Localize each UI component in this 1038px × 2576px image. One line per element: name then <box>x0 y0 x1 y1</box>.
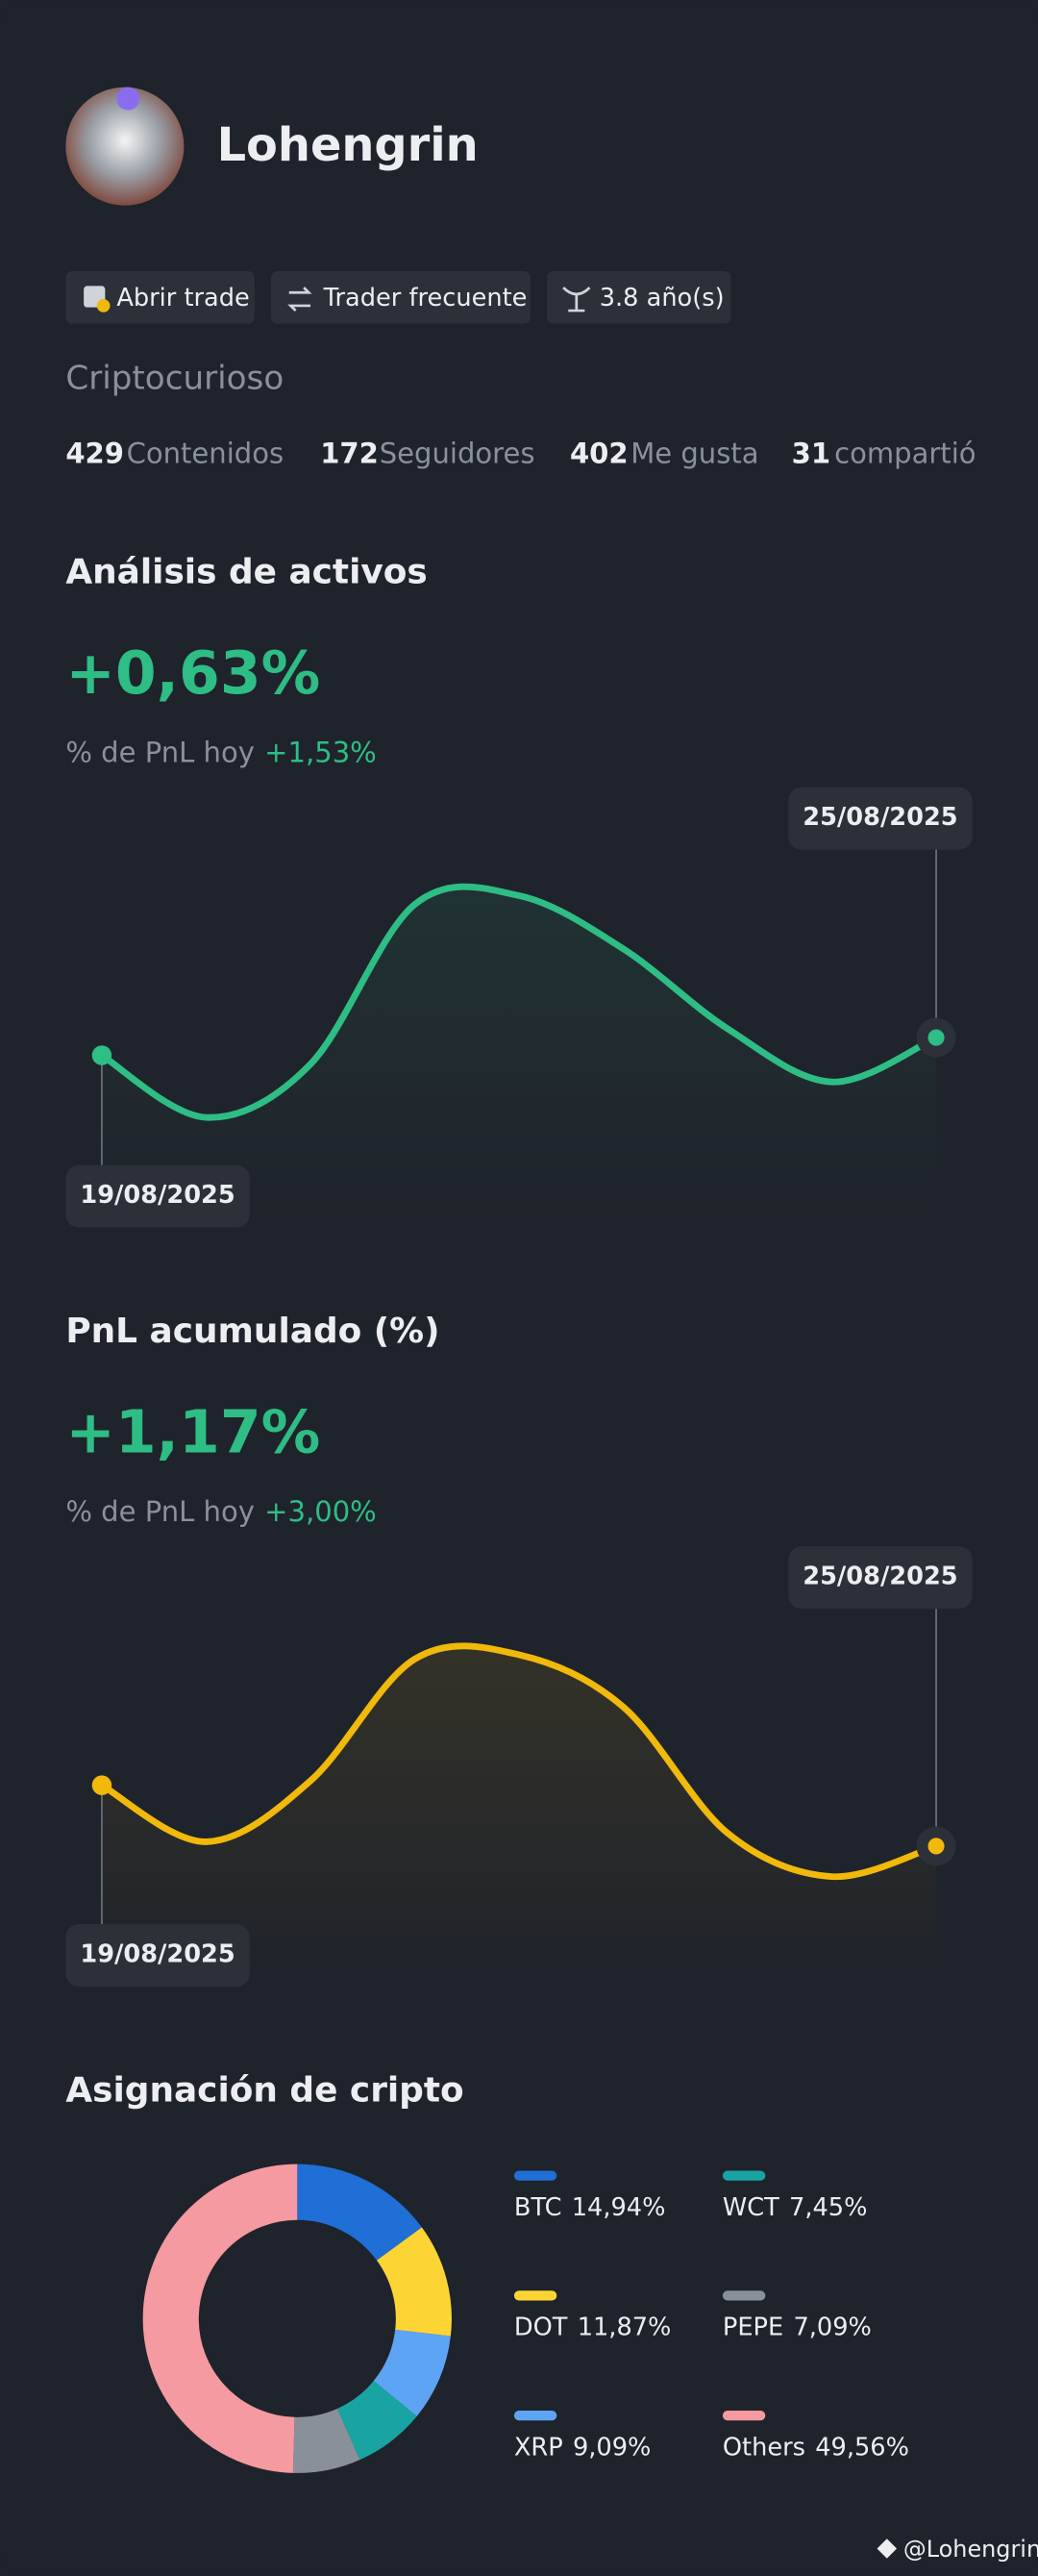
legend-entry: BTC 14,94% <box>514 2193 666 2222</box>
tooltip <box>788 787 973 850</box>
tooltip-date: 25/08/2025 <box>803 1563 957 1591</box>
section-title: Análisis de activos <box>65 552 427 591</box>
donut-segment <box>292 2408 360 2473</box>
avatar[interactable] <box>65 87 185 206</box>
footer-handle: @Lohengrin <box>903 2536 1038 2563</box>
stat-label: Me gusta <box>630 437 758 469</box>
legend-value: 9,09% <box>573 2433 651 2462</box>
legend-value: 7,45% <box>789 2193 867 2222</box>
tooltip-date: 19/08/2025 <box>80 1940 235 1969</box>
badge[interactable] <box>547 271 731 324</box>
avatar-badge <box>116 87 140 111</box>
headline: +1,17% <box>65 1398 320 1467</box>
badge-label: 3.8 año(s) <box>600 284 725 313</box>
stat-value: 429 <box>65 437 124 469</box>
tooltip-date: 19/08/2025 <box>80 1181 235 1210</box>
bio: Criptocurioso <box>65 359 284 397</box>
legend-entry: Others 49,56% <box>723 2433 909 2462</box>
tooltip-date: 25/08/2025 <box>803 803 957 832</box>
line <box>98 1642 940 1881</box>
donut-segment <box>376 2227 452 2337</box>
legend-swatch <box>513 2410 557 2421</box>
legend-entry: DOT 11,87% <box>514 2313 672 2342</box>
area <box>101 887 937 1216</box>
point <box>91 1775 112 1795</box>
legend-swatch <box>722 2170 766 2181</box>
donut-segment <box>336 2380 417 2461</box>
footer-logo <box>877 2538 898 2559</box>
tooltip <box>65 1164 250 1228</box>
badge[interactable] <box>270 271 531 324</box>
legend-swatch <box>722 2290 766 2301</box>
legend-value: 7,09% <box>793 2313 871 2342</box>
stat-label: compartió <box>834 437 976 469</box>
legend-value: 11,87% <box>578 2313 672 2342</box>
subtitle: % de PnL hoy +1,53% <box>65 736 376 768</box>
subtitle: % de PnL hoy +3,00% <box>65 1495 376 1528</box>
badges: Abrir trade Trader frecuente 3.8 año(s) <box>65 271 731 324</box>
stat-label: Seguidores <box>380 437 535 469</box>
legend-entry: XRP 9,09% <box>514 2433 651 2462</box>
point <box>927 1029 945 1046</box>
section-title: PnL acumulado (%) <box>65 1312 439 1351</box>
tooltip <box>788 1546 973 1610</box>
legend-name: XRP <box>514 2433 563 2462</box>
headline: +0,63% <box>65 638 320 708</box>
subtitle-label: % de PnL hoy <box>65 1495 255 1528</box>
donut-segment <box>373 2328 451 2416</box>
legend-swatch <box>513 2290 557 2301</box>
stat-value: 402 <box>570 437 629 469</box>
legend-entry: WCT 7,45% <box>723 2193 868 2222</box>
legend-name: DOT <box>514 2313 568 2342</box>
legend-value: 14,94% <box>572 2193 666 2222</box>
badge-label: Trader frecuente <box>323 284 528 313</box>
badge-icon <box>96 299 111 313</box>
legend-name: Others <box>723 2433 805 2462</box>
stat-label: Contenidos <box>127 437 284 469</box>
area <box>101 1645 937 1976</box>
legend-name: WCT <box>723 2193 779 2222</box>
point <box>91 1045 112 1065</box>
badge-icon <box>287 287 312 313</box>
subtitle-value: +3,00% <box>264 1495 377 1528</box>
badge-icon <box>562 287 591 313</box>
stat-value: 31 <box>792 437 830 469</box>
subtitle-value: +1,53% <box>264 736 377 768</box>
line <box>98 883 940 1121</box>
section-title: Asignación de cripto <box>65 2070 463 2110</box>
subtitle-label: % de PnL hoy <box>65 736 255 768</box>
legend-name: PEPE <box>723 2313 783 2342</box>
stat-value: 172 <box>320 437 379 469</box>
legend-swatch <box>513 2170 557 2181</box>
legend-name: BTC <box>514 2193 562 2222</box>
donut-segment <box>296 2163 422 2262</box>
stats: 429 Contenidos 172 Seguidores 402 Me gus… <box>65 437 976 469</box>
badge-label: Abrir trade <box>116 284 249 313</box>
tooltip <box>65 1924 250 1988</box>
badge[interactable] <box>65 271 255 324</box>
legend-entry: PEPE 7,09% <box>723 2313 872 2342</box>
profile-name: Lohengrin <box>217 119 479 172</box>
legend-swatch <box>722 2410 766 2421</box>
point <box>927 1838 945 1855</box>
donut-segment <box>142 2163 298 2473</box>
legend-value: 49,56% <box>815 2433 909 2462</box>
